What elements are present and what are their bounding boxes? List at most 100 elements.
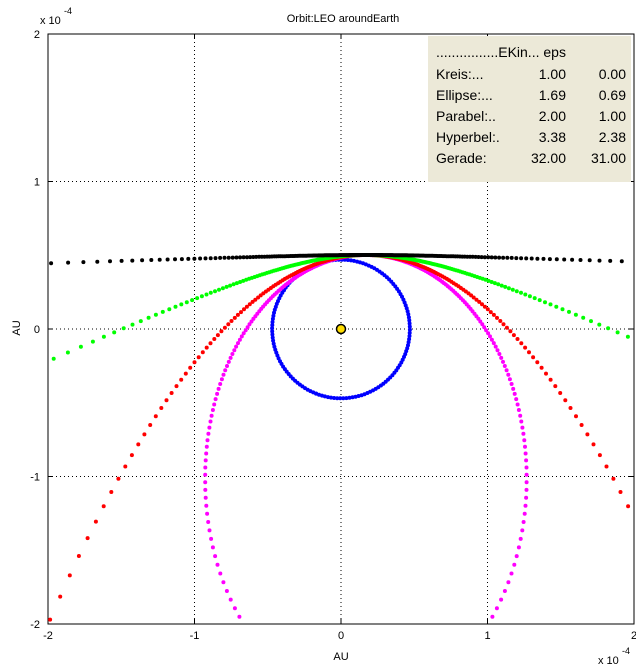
orbit-point xyxy=(179,377,184,382)
orbit-point xyxy=(608,258,613,263)
orbit-point xyxy=(519,419,524,424)
orbit-point xyxy=(531,355,536,360)
orbit-point xyxy=(554,257,559,262)
orbit-point xyxy=(407,337,412,342)
orbit-point xyxy=(511,333,516,338)
orbit-point xyxy=(66,260,71,265)
orbit-point xyxy=(199,294,204,299)
orbit-point xyxy=(514,397,519,402)
orbit-point xyxy=(506,580,511,585)
y-tick-label: -2 xyxy=(30,619,40,631)
orbit-point xyxy=(499,597,504,602)
orbit-point xyxy=(153,312,158,317)
legend-row-ekin: 3.38 xyxy=(539,129,566,145)
orbit-point xyxy=(499,355,504,360)
orbit-point xyxy=(407,334,412,338)
orbit-point xyxy=(219,377,224,382)
orbit-point xyxy=(76,554,81,558)
orbit-point xyxy=(489,255,494,260)
orbit-point xyxy=(589,319,593,324)
orbit-point xyxy=(221,372,226,377)
orbit-point xyxy=(256,295,261,300)
orbit-point xyxy=(173,304,178,309)
orbit-point xyxy=(153,414,158,419)
orbit-point xyxy=(238,255,243,260)
orbit-point xyxy=(251,255,256,259)
orbit-point xyxy=(243,328,248,333)
orbit-point xyxy=(228,283,233,288)
orbit-point xyxy=(520,425,525,430)
orbit-point xyxy=(235,312,240,317)
orbit-point xyxy=(270,316,275,321)
orbit-point xyxy=(486,331,491,336)
orbit-point xyxy=(230,255,235,260)
orbit-point xyxy=(326,395,330,400)
orbit-point xyxy=(490,614,495,619)
legend-row-eps: 0.00 xyxy=(599,66,626,82)
series-line xyxy=(49,253,624,266)
orbit-point xyxy=(581,315,586,320)
orbit-point xyxy=(558,391,563,395)
orbit-point xyxy=(160,309,165,314)
legend-header: ................EKin... eps xyxy=(436,44,566,60)
legend-row-ekin: 2.00 xyxy=(539,108,566,124)
orbit-point xyxy=(203,487,208,492)
orbit-point xyxy=(230,352,235,356)
orbit-point xyxy=(190,298,195,303)
orbit-point xyxy=(498,319,503,323)
orbit-point xyxy=(218,255,223,260)
orbit-point xyxy=(544,371,548,376)
orbit-point xyxy=(480,322,485,327)
orbit-point xyxy=(406,312,411,317)
x-axis-title: AU xyxy=(333,651,348,663)
orbit-point xyxy=(270,335,275,340)
orbit-point xyxy=(553,384,558,389)
orbit-point xyxy=(140,258,145,263)
orbit-point xyxy=(510,287,515,292)
orbit-point xyxy=(250,299,255,304)
orbit-point xyxy=(606,326,611,331)
orbit-point xyxy=(597,258,602,263)
orbit-point xyxy=(270,326,275,331)
orbit-point xyxy=(225,364,229,368)
orbit-point xyxy=(524,480,529,485)
orbit-point xyxy=(524,465,529,470)
orbit-point xyxy=(486,255,491,260)
orbit-point xyxy=(121,326,126,331)
orbit-point xyxy=(524,458,529,463)
orbit-point xyxy=(524,472,529,477)
orbit-point xyxy=(574,414,578,419)
orbit-point xyxy=(524,256,529,261)
orbit-point xyxy=(476,255,481,259)
orbit-point xyxy=(213,397,218,402)
orbit-point xyxy=(271,313,276,318)
orbit-point xyxy=(322,394,327,399)
orbit-point xyxy=(479,255,484,260)
orbit-point xyxy=(51,356,56,361)
orbit-point xyxy=(183,371,188,376)
legend-row-label: Ellipse:... xyxy=(436,87,493,103)
orbit-point xyxy=(228,355,233,360)
y-tick-label: 2 xyxy=(34,29,40,41)
legend-row-label: Parabel:.. xyxy=(436,108,496,124)
orbit-point xyxy=(248,255,253,260)
orbit-point xyxy=(204,503,209,508)
legend-row-label: Gerade: xyxy=(436,150,487,166)
orbit-point xyxy=(244,304,249,309)
orbit-point xyxy=(136,442,141,447)
orbit-point xyxy=(524,495,529,500)
orbit-point xyxy=(562,257,567,262)
orbit-point xyxy=(548,302,553,307)
orbit-point xyxy=(585,432,590,437)
orbit-point xyxy=(506,286,511,291)
orbit-point xyxy=(524,487,529,492)
orbit-point xyxy=(570,257,575,262)
orbit-point xyxy=(511,386,516,391)
orbit-point xyxy=(234,344,239,349)
orbit-point xyxy=(482,255,487,260)
orbit-point xyxy=(238,280,243,284)
orbit-point xyxy=(209,536,214,541)
legend-rows: Kreis:... 1.00 0.00 Ellipse:... 1.69 0.69 Para… xyxy=(436,66,626,166)
y-exponent-power: -4 xyxy=(64,6,72,16)
